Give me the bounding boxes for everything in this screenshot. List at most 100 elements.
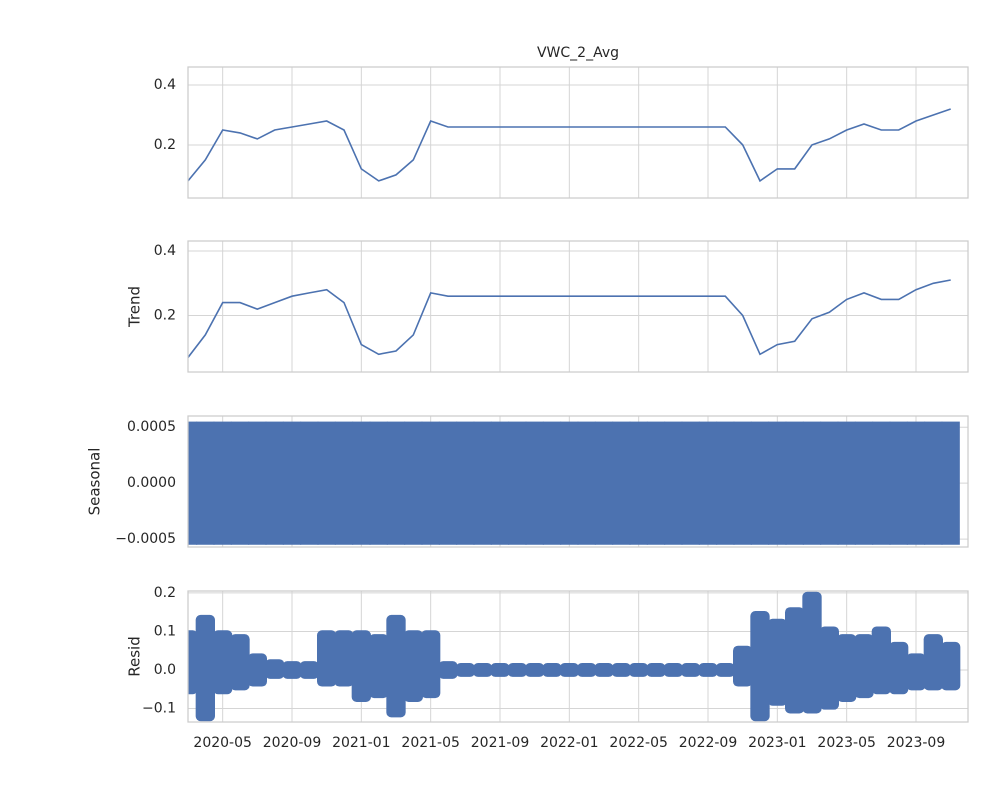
resid-points (733, 645, 753, 687)
seasonal-band (785, 421, 804, 545)
seasonal-band (716, 421, 735, 545)
x-tick-label: 2021-05 (401, 735, 460, 751)
plot-frame (187, 240, 969, 373)
seasonal-band (196, 421, 215, 545)
resid-points (923, 634, 943, 691)
seasonal-band (265, 421, 284, 545)
resid-points (282, 661, 302, 679)
seasonal-band (334, 421, 354, 545)
seasonal-band (906, 421, 926, 545)
plot-area (188, 67, 968, 198)
seasonal-band (733, 421, 752, 545)
chart-title: VWC_2_Avg (537, 45, 619, 61)
resid-points (819, 626, 839, 710)
resid-points (906, 653, 926, 691)
resid-points (594, 663, 614, 677)
seasonal-band (872, 421, 891, 545)
seasonal-band (837, 421, 856, 545)
resid-points (299, 661, 319, 679)
y-axis-label: Trend (126, 286, 144, 328)
seasonal-band (802, 421, 822, 545)
resid-points (265, 659, 285, 679)
seasonal-band (248, 421, 267, 545)
seasonal-band (646, 421, 666, 545)
resid-points (542, 663, 562, 677)
resid-points (247, 653, 267, 687)
resid-points (871, 626, 891, 695)
resid-points (334, 630, 354, 687)
y-tick-label: −0.0005 (115, 531, 176, 547)
seasonal-band (698, 421, 718, 545)
seasonal-band (352, 421, 371, 545)
x-tick-label: 2022-01 (540, 735, 599, 751)
seasonal-band (664, 421, 683, 545)
y-tick-label: 0.0005 (127, 419, 176, 435)
seasonal-band (560, 421, 579, 545)
plot-frame (187, 415, 969, 548)
resid-points (317, 630, 337, 687)
x-tick-label: 2021-09 (471, 735, 530, 751)
resid-points (854, 634, 874, 699)
resid-points (629, 663, 649, 677)
resid-points (421, 630, 441, 699)
seasonal-band (750, 421, 770, 545)
resid-points (559, 663, 579, 677)
resid-points (490, 663, 510, 677)
y-tick-label: 0.0000 (127, 475, 176, 491)
seasonal-band (230, 421, 250, 545)
resid-points (611, 663, 631, 677)
seasonal-band (681, 421, 700, 545)
seasonal-band (820, 421, 839, 545)
resid-points (889, 641, 909, 695)
seasonal-band (594, 421, 614, 545)
y-tick-label: 0.2 (154, 585, 176, 601)
resid-points (802, 591, 822, 714)
resid-points (195, 614, 215, 722)
resid-points (507, 663, 527, 677)
seasonal-band (386, 421, 406, 545)
seasonal-band (612, 421, 631, 545)
data-line (188, 108, 951, 183)
x-tick-label: 2020-09 (263, 735, 322, 751)
resid-points (698, 663, 718, 677)
seasonal-band (404, 421, 423, 545)
seasonal-band (282, 421, 302, 545)
x-tick-label: 2022-05 (609, 735, 668, 751)
seasonal-band (508, 421, 527, 545)
seasonal-band (525, 421, 544, 545)
resid-points (230, 634, 250, 691)
seasonal-band (438, 421, 458, 545)
y-axis-label: Resid (126, 636, 144, 676)
resid-points (386, 614, 406, 718)
resid-points (369, 634, 389, 699)
resid-points (473, 663, 493, 677)
y-tick-label: 0.0 (154, 662, 176, 678)
resid-points (438, 661, 458, 679)
data-line (188, 279, 951, 358)
seasonal-band (577, 421, 596, 545)
y-tick-label: −0.1 (142, 701, 176, 717)
resid-points (681, 663, 701, 677)
resid-points (188, 630, 198, 695)
seasonal-band (768, 421, 787, 545)
x-tick-label: 2023-09 (887, 735, 946, 751)
resid-points (785, 607, 805, 714)
y-tick-label: 0.2 (154, 137, 176, 153)
seasonal-band (421, 421, 440, 545)
seasonal-band (924, 421, 943, 545)
resid-points (577, 663, 597, 677)
seasonal-band (473, 421, 492, 545)
y-tick-label: 0.4 (154, 77, 176, 93)
resid-points (663, 663, 683, 677)
resid-points (351, 630, 371, 702)
seasonal-band (889, 421, 908, 545)
y-tick-label: 0.4 (154, 243, 176, 259)
seasonal-band (300, 421, 319, 545)
x-tick-label: 2020-05 (193, 735, 252, 751)
resid-points (715, 663, 735, 677)
resid-points (403, 630, 423, 702)
resid-points (941, 641, 961, 691)
seasonal-band (213, 421, 232, 545)
y-tick-label: 0.2 (154, 308, 176, 324)
